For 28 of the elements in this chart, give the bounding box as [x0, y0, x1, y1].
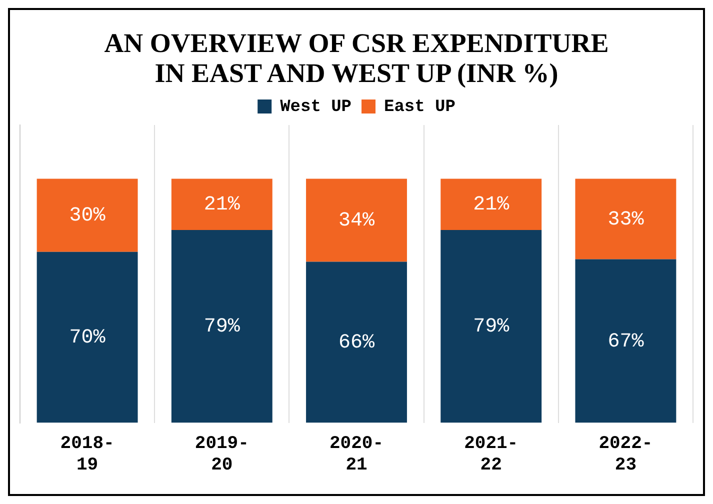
data-label: 70% [69, 326, 106, 350]
data-label: 30% [69, 204, 106, 228]
data-label: 21% [473, 194, 510, 217]
x-tick-label: 2018-19 [60, 434, 114, 476]
x-tick-label: 2020-21 [329, 434, 384, 476]
x-tick-label: 2019-20 [194, 434, 249, 476]
bar [575, 178, 676, 260]
bar [306, 178, 407, 262]
data-label: 34% [338, 209, 376, 232]
data-label: 33% [608, 208, 645, 232]
bar [36, 252, 138, 423]
data-label: 79% [473, 316, 510, 339]
bar [575, 259, 676, 423]
data-label: 67% [608, 330, 645, 354]
bar [440, 230, 542, 423]
bar [171, 230, 272, 423]
chart-title: AN OVERVIEW OF CSR EXPENDITURE IN EAST AND WEST UP (INR %) [103, 28, 610, 88]
legend-label: East UP [384, 98, 456, 117]
data-label: 21% [204, 194, 241, 217]
bar [36, 178, 138, 252]
x-tick-label: 2021-22 [464, 434, 518, 476]
bar [171, 178, 272, 230]
bar [306, 262, 407, 423]
data-label: 66% [338, 332, 376, 355]
data-label: 79% [204, 316, 241, 339]
legend-label: West UP [280, 98, 352, 117]
bar [440, 178, 542, 230]
x-tick-label: 2022-23 [598, 434, 653, 476]
